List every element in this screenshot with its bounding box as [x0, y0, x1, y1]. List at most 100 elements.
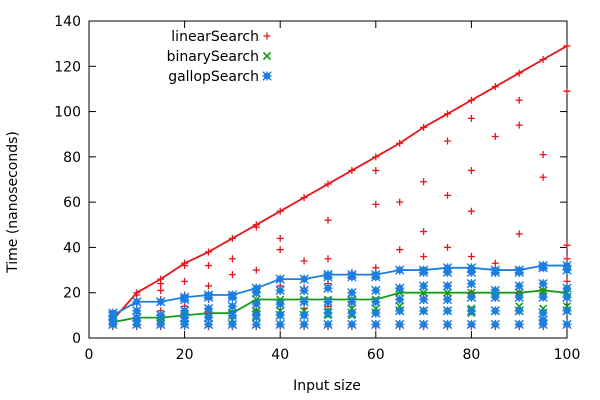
x-tick-label: 80	[462, 347, 480, 363]
data-point-linearsearch	[181, 277, 189, 285]
data-point-linearsearch	[252, 221, 260, 229]
data-point-linearsearch	[276, 246, 284, 254]
data-point-gallopsearch	[132, 319, 142, 330]
data-point-binarysearch	[419, 288, 428, 297]
data-point-gallopsearch	[562, 292, 572, 302]
data-point-gallopsearch	[156, 319, 166, 330]
data-point-gallopsearch	[323, 283, 333, 293]
legend-item-linearsearch: linearSearch	[171, 29, 271, 45]
x-tick-label: 60	[367, 347, 385, 363]
data-point-gallopsearch	[490, 285, 500, 296]
data-point-gallopsearch	[347, 288, 357, 298]
data-point-gallopsearch	[227, 290, 238, 300]
data-point-gallopsearch	[395, 265, 405, 275]
plot-frame	[88, 20, 568, 339]
legend-item-binarysearch: binarySearch	[167, 49, 272, 65]
data-point-gallopsearch	[108, 319, 118, 330]
data-point-gallopsearch	[179, 312, 190, 323]
data-point-gallopsearch	[442, 306, 453, 316]
data-point-linearsearch	[420, 123, 428, 131]
series-points	[108, 42, 572, 331]
data-point-gallopsearch	[538, 315, 548, 325]
y-tick-label: 60	[63, 195, 81, 211]
ticks-layer: 0 20 40 60 80 100 0 20 40 60 80 100 120 140	[54, 14, 580, 363]
data-point-gallopsearch	[562, 283, 572, 293]
data-point-linearsearch	[444, 243, 451, 251]
data-point-gallopsearch	[156, 310, 166, 321]
data-point-linearsearch	[157, 286, 165, 294]
data-point-linearsearch	[133, 289, 141, 297]
data-point-linearsearch	[515, 121, 523, 129]
legend-label: gallopSearch	[168, 69, 259, 85]
data-point-gallopsearch	[156, 297, 166, 307]
data-point-gallopsearch	[299, 285, 309, 296]
data-point-gallopsearch	[203, 303, 214, 314]
data-point-gallopsearch	[371, 285, 381, 296]
data-point-gallopsearch	[299, 310, 309, 321]
data-point-linearsearch	[157, 275, 165, 283]
data-point-linearsearch	[205, 262, 212, 270]
data-point-gallopsearch	[179, 319, 190, 330]
data-point-gallopsearch	[323, 308, 333, 318]
y-tick-label: 40	[63, 240, 81, 256]
data-point-gallopsearch	[466, 267, 477, 278]
data-point-linearsearch	[205, 248, 212, 256]
data-point-linearsearch	[563, 87, 571, 95]
data-point-gallopsearch	[514, 292, 524, 302]
data-point-gallopsearch	[275, 274, 285, 284]
data-point-linearsearch	[467, 252, 475, 260]
data-point-gallopsearch	[251, 288, 261, 298]
data-point-gallopsearch	[418, 294, 429, 305]
data-point-gallopsearch	[418, 306, 429, 316]
legend-label: binarySearch	[167, 49, 259, 65]
x-axis-label: Input size	[293, 378, 361, 394]
x-tick-label: 0	[85, 347, 94, 363]
data-point-gallopsearch	[395, 294, 405, 305]
y-tick-label: 20	[63, 286, 81, 302]
data-point-linearsearch	[205, 282, 212, 290]
data-point-gallopsearch	[466, 292, 477, 302]
data-point-gallopsearch	[490, 292, 500, 302]
data-point-gallopsearch	[347, 319, 357, 330]
data-point-linearsearch	[515, 96, 523, 104]
y-axis-label: Time (nanoseconds)	[5, 131, 21, 274]
data-point-gallopsearch	[442, 294, 453, 305]
data-point-linearsearch	[396, 198, 404, 206]
data-point-gallopsearch	[203, 319, 214, 330]
data-point-gallopsearch	[275, 310, 285, 321]
data-point-linearsearch	[467, 166, 475, 174]
data-point-linearsearch	[467, 96, 475, 104]
data-point-gallopsearch	[466, 263, 477, 273]
data-point-gallopsearch	[251, 310, 261, 321]
data-point-gallopsearch	[371, 308, 381, 318]
data-point-gallopsearch	[227, 319, 238, 330]
data-point-gallopsearch	[227, 310, 238, 321]
data-point-gallopsearch	[323, 269, 333, 280]
y-tick-label: 0	[72, 331, 81, 347]
series-line-linearsearch	[112, 45, 568, 321]
data-point-linearsearch	[420, 252, 428, 260]
legend: linearSearch binarySearch gallopSearch	[167, 29, 272, 85]
data-point-linearsearch	[324, 180, 332, 188]
data-point-linearsearch	[539, 151, 547, 159]
data-point-gallopsearch	[299, 274, 309, 284]
data-point-gallopsearch	[442, 281, 453, 291]
data-point-linearsearch	[300, 194, 308, 202]
legend-label: linearSearch	[171, 29, 259, 45]
data-point-gallopsearch	[538, 278, 548, 289]
data-point-gallopsearch	[347, 269, 357, 280]
legend-marker-linearsearch	[263, 32, 271, 40]
data-point-gallopsearch	[251, 319, 261, 330]
data-point-gallopsearch	[418, 319, 429, 330]
data-point-linearsearch	[181, 259, 189, 267]
data-point-linearsearch	[396, 139, 404, 147]
data-point-linearsearch	[348, 166, 356, 174]
data-point-gallopsearch	[299, 297, 309, 307]
data-point-gallopsearch	[251, 299, 261, 309]
legend-marker-binarysearch	[262, 51, 272, 61]
data-point-gallopsearch	[418, 265, 429, 275]
data-point-linearsearch	[276, 207, 284, 215]
data-point-gallopsearch	[562, 306, 572, 316]
